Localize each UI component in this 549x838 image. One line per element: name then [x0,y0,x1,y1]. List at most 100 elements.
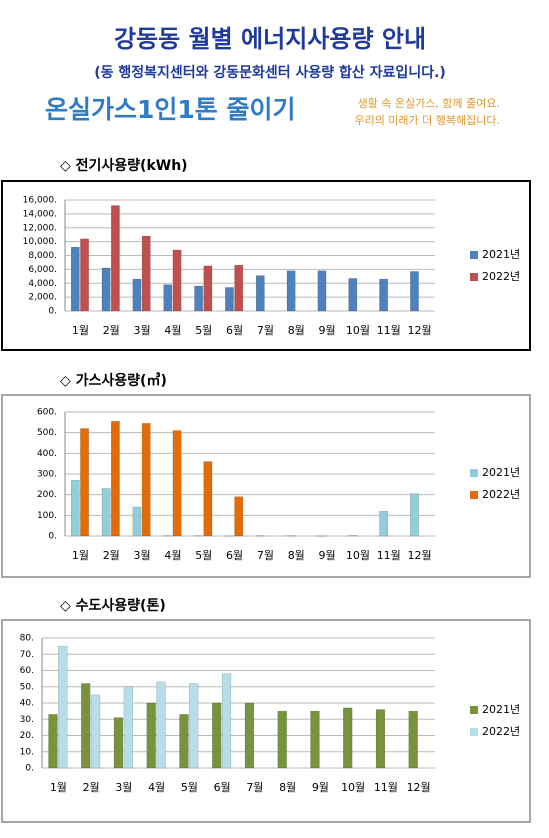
bar [234,264,244,312]
x-tick-label: 4월 [164,324,181,337]
x-tick-label: 1월 [50,781,67,794]
bar [410,271,419,312]
bar [244,702,255,769]
bar [141,423,151,537]
bar [80,238,89,312]
bar [111,421,120,537]
legend-swatch [470,273,478,281]
bar [234,496,244,537]
x-tick-label: 1월 [72,324,89,337]
bar [111,205,120,312]
bar [286,270,296,312]
y-tick-label: 40. [20,699,34,709]
y-tick-label: 600. [37,408,57,418]
x-tick-label: 5월 [181,781,198,794]
bar [310,710,320,769]
bar [317,270,327,312]
x-tick-label: 7월 [257,549,274,562]
x-tick-label: 2월 [103,324,120,337]
bar [212,702,222,769]
bar [375,709,386,769]
bar [156,681,166,769]
bar [101,267,111,312]
x-tick-label: 7월 [246,781,263,794]
slogan-line: 생활 속 온실가스, 함께 줄여요. [358,96,500,110]
bar [172,430,182,537]
bar [146,702,156,769]
legend-swatch [470,491,478,499]
x-tick-label: 6월 [226,324,243,337]
y-tick-label: 16,000. [23,196,57,206]
bar [203,265,213,312]
bar [70,246,80,312]
bar [132,278,142,312]
y-tick-label: 500. [37,428,57,438]
chart-title: ◇ 수도사용량(톤) [60,598,166,614]
x-tick-label: 1월 [72,549,89,562]
chart-frame [1,394,531,578]
y-tick-label: 100. [37,511,57,521]
x-tick-label: 11월 [374,781,398,794]
x-tick-label: 10월 [346,324,370,337]
x-tick-label: 9월 [319,324,336,337]
y-tick-label: 12,000. [23,223,57,233]
bar [70,479,80,537]
bar [225,287,234,312]
bar [203,461,213,537]
x-tick-label: 8월 [288,549,305,562]
bar [163,535,173,537]
y-tick-label: 200. [37,490,57,500]
bar [255,275,265,312]
chart-title: ◇ 전기사용량(kWh) [60,157,188,174]
bar [101,488,111,537]
x-tick-label: 5월 [195,324,212,337]
x-tick-label: 12월 [408,549,432,562]
x-tick-label: 11월 [377,549,401,562]
x-tick-label: 6월 [214,781,231,794]
x-tick-label: 9월 [312,781,329,794]
y-tick-label: 70. [20,650,34,660]
bar [221,673,232,769]
legend-swatch [470,251,478,259]
bar [410,493,419,537]
y-tick-label: 14,000. [23,209,57,219]
x-tick-label: 8월 [288,324,305,337]
bar [113,717,124,769]
x-tick-label: 6월 [226,549,243,562]
x-tick-label: 10월 [341,781,365,794]
x-tick-label: 12월 [407,781,431,794]
x-tick-label: 11월 [377,324,401,337]
y-tick-label: 60. [20,666,34,676]
y-tick-label: 10,000. [23,237,57,247]
x-tick-label: 2월 [103,549,120,562]
bar [379,278,388,312]
legend-label: 2022년 [482,270,520,283]
bar [81,683,91,769]
x-tick-label: 4월 [148,781,165,794]
x-tick-label: 3월 [134,324,151,337]
page-subtitle: (동 행정복지센터와 강동문화센터 사용량 합산 자료입니다.) [94,64,446,81]
y-tick-label: 0. [48,307,57,317]
x-tick-label: 7월 [257,324,274,337]
page-title: 강동동 월별 에너지사용량 안내 [114,25,426,53]
bar [348,535,358,537]
bar [141,235,151,312]
legend-label: 2021년 [482,703,520,716]
chart-frame [1,180,531,351]
bar [343,707,353,769]
bar [408,710,418,769]
y-tick-label: 10. [20,747,34,757]
legend-label: 2021년 [482,466,520,479]
legend-label: 2022년 [482,725,520,738]
x-tick-label: 5월 [195,549,212,562]
y-tick-label: 2,000. [28,293,57,303]
bar [80,428,89,537]
x-tick-label: 9월 [319,549,336,562]
bar [286,535,296,537]
y-tick-label: 50. [20,682,34,692]
y-tick-label: 20. [20,731,34,741]
y-tick-label: 0. [25,764,34,774]
chart-frame [1,619,531,823]
chart-title: ◇ 가스사용량(㎥) [60,372,167,389]
